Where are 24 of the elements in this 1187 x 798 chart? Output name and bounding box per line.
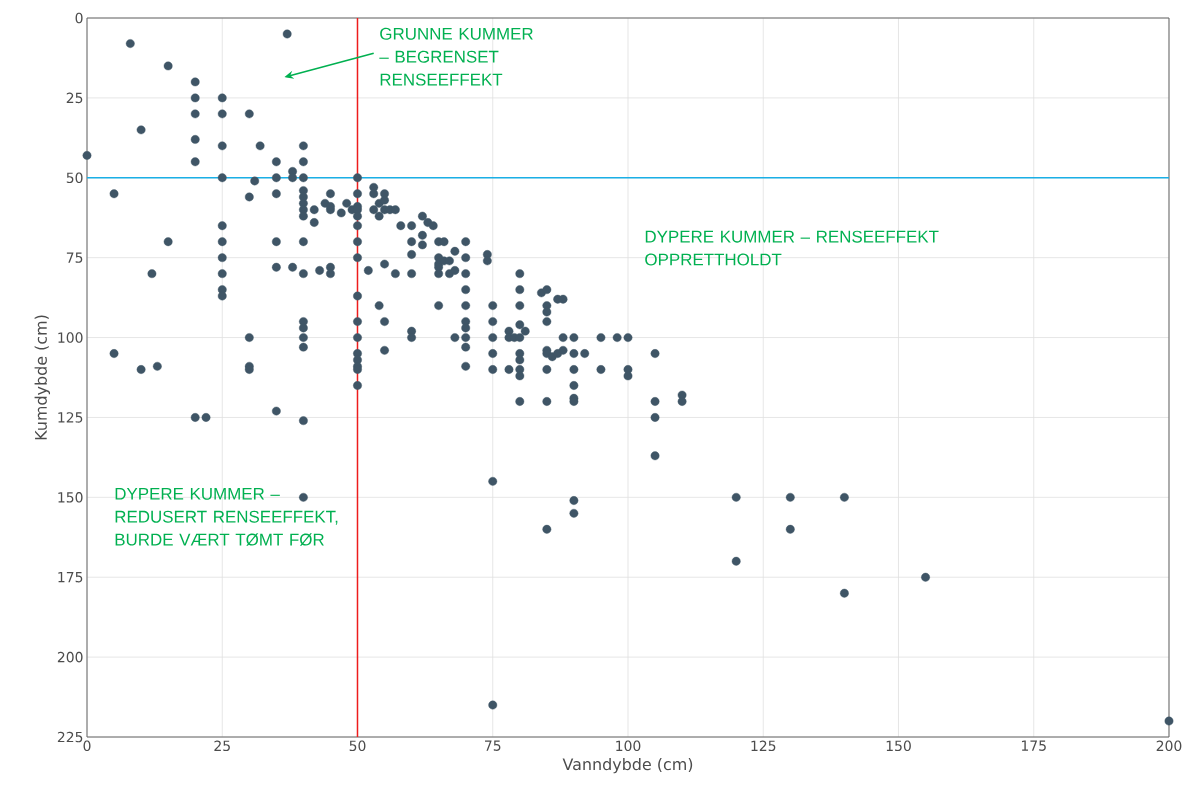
x-tick-label: 200: [1156, 740, 1182, 752]
y-tick-label: 75: [66, 252, 83, 263]
y-tick-label: 0: [75, 12, 83, 24]
x-tick-label: 25: [214, 740, 230, 752]
annotation: GRUNNE KUMMER – BEGRENSET RENSEEFFEKT: [379, 27, 533, 86]
x-tick-label: 150: [886, 740, 911, 752]
x-tick-label: 125: [751, 740, 776, 752]
y-tick-label: 25: [66, 92, 83, 104]
y-tick-label: 150: [58, 492, 83, 503]
y-tick-label: 50: [66, 172, 83, 184]
y-tick-label: 125: [58, 412, 83, 423]
y-tick-label: 225: [57, 731, 83, 743]
x-tick-label: 0: [83, 740, 91, 752]
x-tick-label: 75: [485, 740, 501, 751]
y-tick-label: 175: [58, 572, 83, 583]
x-tick-label: 50: [349, 740, 366, 752]
y-tick-label: 100: [58, 332, 83, 343]
x-tick-label: 175: [1021, 740, 1046, 751]
x-tick-label: 100: [616, 740, 641, 752]
y-axis-title: Kumdybde (cm): [34, 315, 51, 440]
annotation: DYPERE KUMMER – REDUSERT RENSEEFFEKT, BURDE VÆRT TØMT FØR: [115, 487, 338, 546]
x-axis-title: Vanndybde (cm): [562, 757, 693, 774]
annotation: DYPERE KUMMER – RENSEEFFEKT OPPRETTHOLDT: [645, 230, 939, 266]
y-tick-label: 200: [57, 651, 83, 663]
